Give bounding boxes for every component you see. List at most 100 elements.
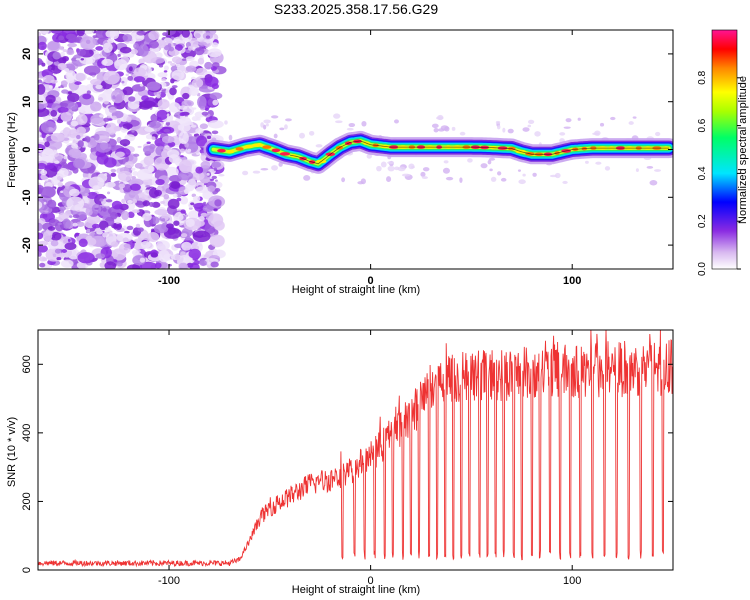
noise-blob xyxy=(53,61,60,65)
noise-speck xyxy=(437,128,445,132)
noise-blob xyxy=(151,136,156,141)
noise-blob xyxy=(122,34,133,42)
noise-blob xyxy=(84,192,89,197)
noise-blob xyxy=(163,70,168,73)
noise-blob xyxy=(54,248,62,254)
noise-blob xyxy=(99,114,104,118)
noise-speck xyxy=(263,124,267,130)
spectrogram-x-ticks: -100 0 100 xyxy=(158,30,581,287)
noise-blob xyxy=(197,57,205,65)
noise-blob xyxy=(181,241,192,251)
spectrogram-ylabel: Frequency (Hz) xyxy=(6,112,18,188)
noise-speck xyxy=(260,168,269,171)
noise-blob xyxy=(191,171,205,181)
noise-speck xyxy=(357,181,364,185)
noise-blob xyxy=(78,238,88,248)
noise-speck xyxy=(421,176,428,179)
noise-blob xyxy=(199,259,207,267)
colorbar-label: Normalized spectral amplitude xyxy=(737,76,749,224)
noise-blob xyxy=(80,58,85,61)
noise-blob xyxy=(148,121,162,129)
noise-blob xyxy=(57,181,64,188)
noise-speck xyxy=(271,115,279,119)
noise-blob xyxy=(116,118,122,125)
noise-blob xyxy=(206,135,212,140)
noise-blob xyxy=(42,257,48,262)
spectrogram-y-ticks: -20 -10 0 10 20 xyxy=(21,48,673,253)
noise-speck xyxy=(610,116,616,121)
noise-blob xyxy=(192,230,211,243)
figure-title: S233.2025.358.17.56.G29 xyxy=(274,1,438,17)
noise-blob xyxy=(40,169,48,176)
noise-blob xyxy=(111,200,123,210)
noise-blob xyxy=(110,168,117,173)
noise-blob xyxy=(167,61,173,64)
noise-speck xyxy=(361,120,367,127)
noise-blob xyxy=(154,189,163,197)
noise-blob xyxy=(60,190,64,194)
noise-blob xyxy=(50,240,59,247)
noise-blob xyxy=(104,261,117,269)
colorbar-tick-label: 0.6 xyxy=(697,118,708,132)
noise-blob xyxy=(88,176,105,190)
noise-blob xyxy=(44,210,49,213)
noise-blob xyxy=(181,58,187,61)
noise-blob xyxy=(105,30,116,38)
colorbar-ticks: 0.0 0.2 0.4 0.6 0.8 xyxy=(697,70,741,276)
snr-xlabel: Height of straight line (km) xyxy=(292,584,420,596)
noise-blob xyxy=(72,167,79,174)
snr-x-tick-label: 0 xyxy=(368,575,374,587)
noise-blob xyxy=(137,145,142,148)
noise-blob xyxy=(56,176,63,181)
noise-blob xyxy=(178,262,189,269)
noise-speck xyxy=(518,179,526,185)
noise-blob xyxy=(132,241,136,244)
noise-blob xyxy=(161,135,175,144)
noise-speck xyxy=(442,167,450,174)
noise-blob xyxy=(117,53,121,57)
noise-blob xyxy=(82,30,95,35)
noise-speck xyxy=(495,120,501,125)
spectrogram-y-tick-label: -20 xyxy=(21,237,33,253)
noise-blob xyxy=(116,232,133,243)
noise-speck xyxy=(517,169,521,172)
noise-blob xyxy=(38,162,47,170)
noise-blob xyxy=(50,30,64,35)
noise-blob xyxy=(110,172,117,177)
noise-speck xyxy=(285,118,292,122)
noise-blob xyxy=(99,262,106,268)
noise-blob xyxy=(86,90,92,95)
noise-blob xyxy=(160,201,166,204)
signal-ridge xyxy=(203,130,673,174)
noise-blob xyxy=(211,42,219,48)
noise-blobs xyxy=(38,30,668,269)
noise-speck xyxy=(649,180,658,186)
noise-blob xyxy=(147,232,160,243)
noise-blob xyxy=(56,118,64,124)
noise-blob xyxy=(156,109,168,121)
noise-blob xyxy=(38,222,43,232)
noise-blob xyxy=(110,89,125,104)
noise-blob xyxy=(174,44,183,51)
noise-blob xyxy=(63,155,68,160)
noise-blob xyxy=(72,214,80,219)
noise-blob xyxy=(180,209,186,214)
noise-blob xyxy=(188,248,202,260)
noise-blob xyxy=(201,111,209,116)
noise-speck xyxy=(459,131,466,136)
noise-blob xyxy=(43,201,47,205)
noise-blob xyxy=(190,124,197,128)
noise-blob xyxy=(167,149,180,158)
noise-blob xyxy=(210,261,219,268)
noise-blob xyxy=(207,213,224,227)
ridge-hotspot xyxy=(279,152,291,156)
noise-blob xyxy=(171,69,185,81)
noise-blob xyxy=(187,148,192,153)
noise-blob xyxy=(90,101,102,112)
noise-blob xyxy=(133,42,139,50)
noise-blob xyxy=(188,210,200,220)
noise-blob xyxy=(76,30,85,37)
noise-blob xyxy=(53,160,60,164)
noise-blob xyxy=(124,161,134,169)
noise-speck xyxy=(628,121,634,125)
